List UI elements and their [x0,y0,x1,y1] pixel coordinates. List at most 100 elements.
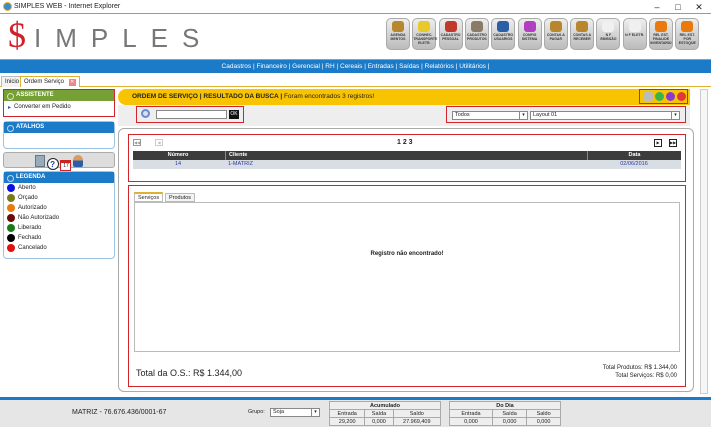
status-dot-icon [7,194,15,202]
user-icon[interactable] [73,155,84,167]
toolbar-label: N F ELETR. [625,33,645,37]
legend-item: Não Autorizado [4,213,114,223]
toolbar-button-9[interactable]: N F ELETR. [622,18,647,50]
status-dot-icon [7,224,15,232]
assistente-item-converter[interactable]: ▸ Converter em Pedido [8,104,71,111]
tab-label: Inicio [5,79,20,85]
status-dot-icon [7,204,15,212]
table-row[interactable]: 14 1-MATRIZ 02/06/2016 [133,160,681,169]
add-button[interactable] [654,92,664,101]
toolbar-button-0[interactable]: AGENDA MENTOS [386,18,410,50]
cancel-button[interactable] [676,92,686,101]
grupo-select[interactable]: Soja ▾ [270,408,320,417]
legend-label: Autorizado [18,205,47,211]
toolbar-icon [497,21,510,32]
legend-item: Liberado [4,223,114,233]
status-dot-icon [7,214,15,222]
help-icon[interactable]: ? [46,158,59,170]
toolbar-button-10[interactable]: REL EST. FINALIDE INVENTARIO [649,18,673,50]
toolbar-button-1[interactable]: CONHEC. TRANSPORTE ELETR. [412,18,437,50]
dia-saldo: 0,000 [526,417,561,426]
search-input[interactable] [156,110,227,119]
last-page-button[interactable]: ▶▶ [669,139,677,147]
page-numbers[interactable]: 1 2 3 [397,139,413,146]
layout-select[interactable]: Layout 01 ▾ [530,111,680,120]
select-value: Layout 01 [533,112,558,118]
search-ok-button[interactable]: OK [229,110,239,119]
acum-saida: 0,000 [364,417,394,426]
prev-page-button[interactable]: ◀ [155,139,163,146]
toolbar-button-7[interactable]: CONTAS A RECEBER [570,18,595,50]
total-servicos: Total Serviços: R$ 0,00 [615,373,677,379]
legend-item: Aberto [4,183,114,193]
toolbar-button-11[interactable]: REL EST. POR ESTOQUE [675,18,700,50]
toolbar-icon [523,21,536,32]
detail-content: Registro não encontrado! [134,202,680,352]
total-os: Total da O.S.: R$ 1.344,00 [136,368,243,378]
nav-item[interactable]: RH [325,63,335,70]
toolbar-label: N F EMISSÃO [600,33,617,41]
col-numero[interactable]: Número [167,152,189,158]
atalhos-header: ATALHOS [4,122,114,133]
close-button[interactable]: ✕ [695,2,703,12]
nav-item[interactable]: Entradas [367,63,394,70]
legend-item: Fechado [4,233,114,243]
toolbar-button-8[interactable]: N F EMISSÃO [596,18,621,50]
toolbar-button-2[interactable]: CADASTRO PESSOAL [438,18,463,50]
tab-label: Produtos [169,195,192,201]
toolbar-button-4[interactable]: CADASTRO USUARIOS [491,18,516,50]
item-label: Converter em Pedido [14,104,71,110]
calculator-icon[interactable] [34,155,45,167]
tab-produtos[interactable]: Produtos [165,193,196,202]
assistente-header: ASSISTENTE [4,90,114,101]
status-dot-icon [7,244,15,252]
legend-item: Cancelado [4,243,114,253]
nav-item[interactable]: Cadastros [221,63,252,70]
status-bar: MATRIZ - 76.676.436/0001-67 Grupo: Soja ▾… [0,397,711,427]
toolbar-label: CADASTRO USUARIOS [493,33,514,41]
grupo-label: Grupo: [248,409,265,415]
calendar-icon[interactable]: 17 [60,160,72,171]
filter-box: Todos ▾ Layout 01 ▾ [446,106,686,123]
toolbar-icon [418,21,431,32]
dodia-title: Do Dia [449,401,561,410]
toolbar-label: CONTAS A PAGAR [546,33,565,41]
scrollbar[interactable] [700,89,708,394]
minimize-button[interactable]: – [654,2,660,12]
print-icon[interactable] [644,92,653,101]
toolbar-label: REL EST. FINALIDE INVENTARIO [650,33,672,45]
maximize-button[interactable]: □ [675,2,681,12]
col-saida: Saída [491,409,528,418]
toolbar-button-5[interactable]: CONFIG SISTEMA [517,18,542,50]
first-page-button[interactable]: ◀◀ [133,139,141,146]
next-page-button[interactable]: ▶ [654,139,662,147]
nav-item[interactable]: Cereais [340,63,363,70]
result-message: Foram encontrados 3 registros! [283,93,375,100]
nav-item[interactable]: Financeiro [256,63,287,70]
page-title: ORDEM DE SERVIÇO | RESULTADO DA BUSCA | [132,93,283,100]
nav-item[interactable]: Utilitários [459,63,486,70]
select-value: Soja [273,409,285,415]
col-saldo: Saldo [526,409,561,418]
toolbar-button-6[interactable]: CONTAS A PAGAR [543,18,568,50]
nav-item[interactable]: Relatórios [424,63,454,70]
legend-label: Cancelado [18,245,47,251]
col-cliente[interactable]: Cliente [225,151,585,160]
toolbar-button-3[interactable]: CADASTRO PRODUTOS [464,18,489,50]
tab-servicos[interactable]: Serviços [134,192,164,202]
status-select[interactable]: Todos ▾ [452,111,528,120]
page-header: ORDEM DE SERVIÇO | RESULTADO DA BUSCA | … [118,89,690,105]
tab-ordem-servico[interactable]: Ordem Serviço ✕ [20,76,80,87]
assistente-panel: ASSISTENTE ▸ Converter em Pedido [3,89,115,117]
nav-item[interactable]: Gerencial [292,63,320,70]
toolbar-icon [602,21,615,32]
up-button[interactable] [665,92,675,101]
nav-item[interactable]: Saídas [399,63,420,70]
acumulado-title: Acumulado [329,401,441,410]
content-frame [118,128,694,392]
legend-label: Fechado [18,235,42,241]
toolbar-icon [576,21,589,32]
col-data[interactable]: Data [587,151,681,160]
close-tab-icon[interactable]: ✕ [68,79,76,86]
dia-entrada: 0,000 [449,417,493,426]
